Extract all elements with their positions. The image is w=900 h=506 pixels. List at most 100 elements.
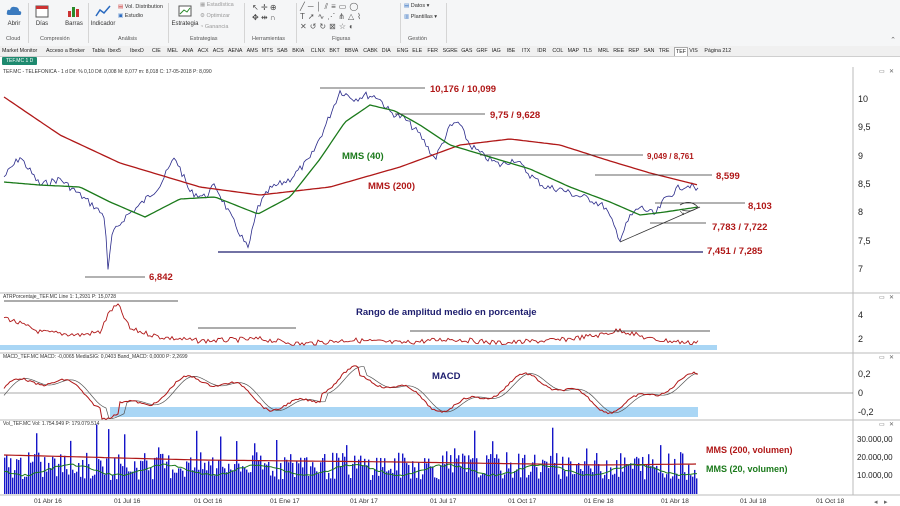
strategy-button[interactable]: Estrategia: [171, 4, 199, 27]
zoom-tool-icon[interactable]: ⊕: [269, 3, 277, 12]
volume-panel-header: Vol_TEF.MC Vol: 1.754.949 P: 179.079.514: [3, 421, 100, 427]
tab-eng[interactable]: ENG: [397, 48, 409, 54]
tab-ibe[interactable]: IBE: [506, 48, 516, 54]
fibonacci-icon[interactable]: ≡: [331, 2, 339, 11]
volume-bar: [88, 464, 90, 494]
document-tab[interactable]: TEF.MC 1 D: [2, 57, 38, 65]
templates-dropdown[interactable]: ▥ Plantillas ▾: [404, 14, 437, 20]
support-resistance-lines: [85, 87, 745, 278]
optimize-button[interactable]: ⚙ Optimizar: [200, 13, 230, 19]
trendline-icon[interactable]: ╱: [300, 2, 308, 11]
profit-button[interactable]: ◔ Ganancia: [200, 24, 228, 30]
tab-ams[interactable]: AMS: [246, 48, 259, 54]
volume-bar: [20, 457, 22, 494]
gann-icon[interactable]: ⋰: [327, 12, 339, 21]
indicator-button[interactable]: Indicador: [90, 4, 116, 27]
tab-tef[interactable]: TEF: [674, 47, 689, 56]
bars-button[interactable]: Barras: [64, 4, 84, 27]
tab-vis[interactable]: VIS: [689, 48, 698, 54]
pitchfork-icon[interactable]: ⋔: [338, 12, 348, 21]
tab-ele[interactable]: ELE: [412, 48, 423, 54]
tab-ibex5[interactable]: Ibex5: [108, 48, 121, 54]
tab-mrl[interactable]: MRL: [598, 48, 610, 54]
tab-gas[interactable]: GAS: [461, 48, 473, 54]
tab-ibexd[interactable]: IbexD: [130, 48, 144, 54]
triangle-icon[interactable]: △: [348, 12, 358, 21]
tab-tabla[interactable]: Tabla: [92, 48, 105, 54]
cycle-icon[interactable]: ∿: [317, 12, 328, 21]
channel-icon[interactable]: ⫽: [324, 2, 332, 11]
tab-map[interactable]: MAP: [567, 48, 580, 54]
tab-bkt[interactable]: BKT: [329, 48, 340, 54]
study-button[interactable]: ▣ Estudio: [118, 13, 143, 19]
panel-close-icon[interactable]: ✕: [889, 295, 894, 301]
pan-tool-icon[interactable]: ✥: [252, 13, 259, 22]
tab-tre[interactable]: TRE: [658, 48, 670, 54]
polyline-icon[interactable]: ⌇: [357, 12, 365, 21]
tab-rep[interactable]: REP: [628, 48, 640, 54]
tab-acx[interactable]: ACX: [197, 48, 209, 54]
tab-mel[interactable]: MEL: [167, 48, 179, 54]
panel-close-icon[interactable]: ✕: [889, 69, 894, 75]
panel-close-icon[interactable]: ✕: [889, 355, 894, 361]
tab-cabk[interactable]: CABK: [363, 48, 378, 54]
price-panel[interactable]: [0, 67, 900, 293]
panel-close-icon[interactable]: ✕: [889, 422, 894, 428]
arrow-icon[interactable]: ➚: [307, 12, 318, 21]
data-dropdown[interactable]: ▤ Datos ▾: [404, 3, 429, 9]
tab-acceso-a-broker[interactable]: Acceso a Broker: [46, 48, 85, 54]
hline-icon[interactable]: ─: [307, 2, 317, 11]
star-icon[interactable]: ☆: [338, 22, 349, 31]
days-button[interactable]: Días: [32, 4, 52, 27]
volume-bar: [310, 466, 312, 494]
tab-fer[interactable]: FER: [427, 48, 438, 54]
delete-icon[interactable]: ✕: [300, 22, 310, 31]
statistics-button[interactable]: ▦ Estadística: [200, 2, 234, 8]
chart-area[interactable]: TEF.MC - TELEFONICA - 1 d Dif. % 0,10 Di…: [0, 67, 900, 506]
redo-icon[interactable]: ↻: [319, 22, 330, 31]
volume-bar: [248, 472, 250, 494]
tab-sgre[interactable]: SGRE: [442, 48, 458, 54]
tab-p-gina-212[interactable]: Página 212: [704, 48, 732, 54]
vline-icon[interactable]: │: [316, 2, 325, 11]
panel-minimize-icon[interactable]: ▭: [879, 295, 885, 301]
vol-distribution-button[interactable]: ▤ Vol. Distribution: [118, 4, 163, 10]
panel-minimize-icon[interactable]: ▭: [879, 69, 885, 75]
color-icon[interactable]: ◐: [348, 22, 357, 31]
tab-iag[interactable]: IAG: [491, 48, 501, 54]
scroll-left-icon[interactable]: ◂: [874, 499, 878, 506]
undo-icon[interactable]: ↺: [309, 22, 320, 31]
scroll-right-icon[interactable]: ▸: [884, 499, 888, 506]
tab-tl5[interactable]: TL5: [582, 48, 592, 54]
tab-bbva[interactable]: BBVA: [344, 48, 359, 54]
tab-col[interactable]: COL: [552, 48, 564, 54]
measure-tool-icon[interactable]: ⇹: [260, 13, 268, 22]
tab-san[interactable]: SAN: [643, 48, 655, 54]
tab-grf[interactable]: GRF: [476, 48, 488, 54]
rectangle-icon[interactable]: ▭: [338, 2, 350, 11]
panel-minimize-icon[interactable]: ▭: [879, 422, 885, 428]
atr-panel[interactable]: [0, 293, 900, 353]
tab-idr[interactable]: IDR: [537, 48, 547, 54]
pointer-tool-icon[interactable]: ↖: [252, 3, 259, 12]
tab-market-monitor[interactable]: Market Monitor: [2, 48, 38, 54]
ellipse-icon[interactable]: ◯: [349, 2, 362, 11]
tab-aena[interactable]: AENA: [228, 48, 243, 54]
magnet-tool-icon[interactable]: ∩: [269, 13, 276, 22]
panel-minimize-icon[interactable]: ▭: [879, 355, 885, 361]
tab-cie[interactable]: CIE: [152, 48, 161, 54]
text-icon[interactable]: T: [300, 12, 308, 21]
tab-ana[interactable]: ANA: [182, 48, 194, 54]
tab-ree[interactable]: REE: [613, 48, 625, 54]
crosshair-tool-icon[interactable]: ✛: [260, 3, 268, 12]
tab-acs[interactable]: ACS: [212, 48, 224, 54]
tab-dia[interactable]: DIA: [381, 48, 391, 54]
tab-clnx[interactable]: CLNX: [310, 48, 325, 54]
tab-bkia[interactable]: BKIA: [292, 48, 305, 54]
tab-itx[interactable]: ITX: [522, 48, 531, 54]
lock-icon[interactable]: ⊠: [329, 22, 339, 31]
open-button[interactable]: Abrir: [4, 4, 24, 27]
tab-sab[interactable]: SAB: [277, 48, 288, 54]
collapse-ribbon-icon[interactable]: ⌃: [890, 37, 896, 44]
tab-mts[interactable]: MTS: [261, 48, 273, 54]
